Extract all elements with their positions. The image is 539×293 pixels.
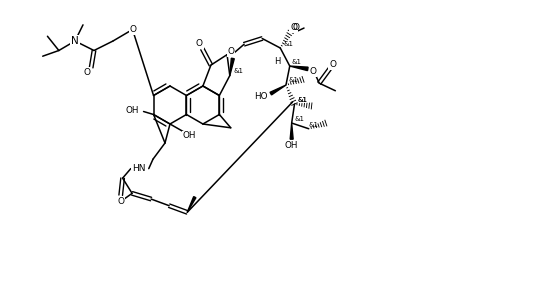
Text: O: O xyxy=(84,68,91,77)
Text: O: O xyxy=(329,60,336,69)
Text: &1: &1 xyxy=(234,68,244,74)
Text: O: O xyxy=(292,23,299,32)
Text: OH: OH xyxy=(285,141,299,150)
Text: O: O xyxy=(196,40,203,48)
Text: &1: &1 xyxy=(289,77,299,83)
Text: &1: &1 xyxy=(309,122,319,128)
Text: O: O xyxy=(117,197,124,206)
Text: O: O xyxy=(130,25,137,34)
Polygon shape xyxy=(230,58,234,76)
Text: &1: &1 xyxy=(295,116,305,122)
Polygon shape xyxy=(187,197,196,212)
Polygon shape xyxy=(290,66,308,71)
Text: O: O xyxy=(290,23,297,32)
Text: HN: HN xyxy=(132,164,146,173)
Text: OH: OH xyxy=(126,106,139,115)
Text: N: N xyxy=(71,36,79,46)
Text: O: O xyxy=(227,47,234,56)
Polygon shape xyxy=(290,123,293,139)
Text: &1: &1 xyxy=(298,97,308,103)
Text: &1: &1 xyxy=(284,41,293,47)
Polygon shape xyxy=(270,85,286,95)
Text: OH: OH xyxy=(182,132,196,141)
Text: O: O xyxy=(309,67,316,76)
Text: H: H xyxy=(274,57,281,66)
Text: &1: &1 xyxy=(298,97,308,103)
Text: HO: HO xyxy=(254,92,267,101)
Text: &1: &1 xyxy=(292,59,302,65)
